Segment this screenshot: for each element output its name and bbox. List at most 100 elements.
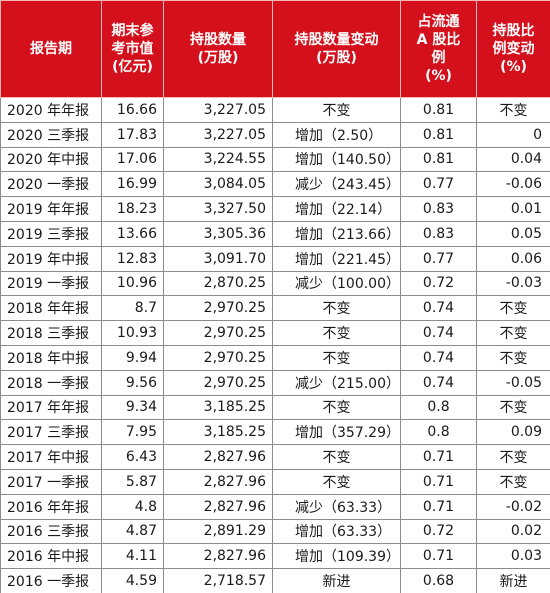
table-row: 2016 年年报 4.8 2,827.96 减少（63.33） 0.71 -0.02	[0, 493, 550, 520]
table-row: 2017 年中报 6.43 2,827.96 不变 0.71 不变	[0, 444, 550, 470]
market-value-cell: 13.66	[101, 220, 164, 247]
shares-cell: 3,185.25	[163, 394, 273, 421]
float-ratio-cell: 0.74	[400, 344, 477, 371]
shares-change-cell: 增加（357.29）	[272, 419, 401, 446]
table-row: 2018 三季报 10.93 2,970.25 不变 0.74 不变	[0, 320, 550, 346]
table-row: 2018 一季报 9.56 2,970.25 减少（215.00） 0.74 -0.05	[0, 369, 550, 396]
float-ratio-cell: 0.71	[400, 468, 477, 495]
period-cell: 2018 一季报	[0, 369, 102, 396]
ratio-change-cell: 0.05	[476, 220, 550, 247]
header-ratio-change: 持股比例变动 (%)	[476, 0, 550, 98]
header-line: 持股数量	[190, 32, 246, 48]
header-float-ratio: 占流通 A 股比例 (%)	[400, 0, 477, 98]
table-row: 2020 年中报 17.06 3,224.55 增加（140.50） 0.81 0.04	[0, 146, 550, 173]
period-cell: 2018 三季报	[0, 320, 102, 346]
shares-cell: 3,091.70	[163, 245, 273, 272]
header-line: 持股比	[492, 23, 535, 39]
table-row: 2020 三季报 17.83 3,227.05 增加（2.50） 0.81 0	[0, 121, 550, 148]
float-ratio-cell: 0.74	[400, 320, 477, 346]
shares-change-cell: 增加（221.45）	[272, 245, 401, 272]
table-row: 2019 年年报 18.23 3,327.50 增加（22.14） 0.83 0.01	[0, 196, 550, 222]
market-value-cell: 4.11	[101, 543, 164, 570]
header-line: (%)	[500, 59, 527, 75]
period-cell: 2017 年年报	[0, 394, 102, 421]
period-cell: 2019 年中报	[0, 245, 102, 272]
shares-change-cell: 不变	[272, 468, 401, 495]
shares-change-cell: 减少（63.33）	[272, 493, 401, 520]
period-cell: 2020 年中报	[0, 146, 102, 173]
header-line: 例	[431, 50, 446, 66]
header-line: A 股比	[416, 32, 461, 48]
ratio-change-cell: 不变	[476, 468, 550, 495]
float-ratio-cell: 0.77	[400, 171, 477, 198]
period-cell: 2019 年年报	[0, 196, 102, 222]
shares-change-cell: 增加（2.50）	[272, 121, 401, 148]
shares-cell: 2,970.25	[163, 369, 273, 396]
table-row: 2018 年中报 9.94 2,970.25 不变 0.74 不变	[0, 344, 550, 371]
float-ratio-cell: 0.68	[400, 568, 477, 593]
table-row: 2017 一季报 5.87 2,827.96 不变 0.71 不变	[0, 468, 550, 495]
market-value-cell: 8.7	[101, 295, 164, 322]
table-row: 2019 年中报 12.83 3,091.70 增加（221.45） 0.77 0.06	[0, 245, 550, 272]
table-row: 2020 一季报 16.99 3,084.05 减少（243.45） 0.77 -0.06	[0, 171, 550, 198]
shares-change-cell: 增加（22.14）	[272, 196, 401, 222]
shares-change-cell: 增加（109.39）	[272, 543, 401, 570]
ratio-change-cell: 0	[476, 121, 550, 148]
header-line: 持股数量变动	[294, 32, 379, 48]
shares-change-cell: 减少（100.00）	[272, 270, 401, 297]
shares-change-cell: 增加（213.66）	[272, 220, 401, 247]
ratio-change-cell: 新进	[476, 568, 550, 593]
header-report-period: 报告期	[0, 0, 102, 98]
float-ratio-cell: 0.81	[400, 146, 477, 173]
ratio-change-cell: -0.06	[476, 171, 550, 198]
shares-change-cell: 减少（243.45）	[272, 171, 401, 198]
header-line: 考市值	[111, 41, 154, 57]
period-cell: 2016 年中报	[0, 543, 102, 570]
period-cell: 2020 三季报	[0, 121, 102, 148]
table-row: 2017 三季报 7.95 3,185.25 增加（357.29） 0.8 0.09	[0, 419, 550, 446]
shares-change-cell: 新进	[272, 568, 401, 593]
shares-change-cell: 增加（63.33）	[272, 518, 401, 545]
table-row: 2019 一季报 10.96 2,870.25 减少（100.00） 0.72 -0.03	[0, 270, 550, 297]
shares-cell: 3,084.05	[163, 171, 273, 198]
header-line: 报告期	[30, 41, 72, 57]
header-line: 占流通	[417, 14, 460, 30]
market-value-cell: 4.59	[101, 568, 164, 593]
header-line: (%)	[425, 68, 452, 84]
shares-cell: 3,327.50	[163, 196, 273, 222]
shares-change-cell: 不变	[272, 295, 401, 322]
market-value-cell: 10.93	[101, 320, 164, 346]
market-value-cell: 12.83	[101, 245, 164, 272]
float-ratio-cell: 0.8	[400, 419, 477, 446]
shares-cell: 2,970.25	[163, 295, 273, 322]
ratio-change-cell: 不变	[476, 394, 550, 421]
shares-cell: 2,970.25	[163, 320, 273, 346]
table-row: 2016 三季报 4.87 2,891.29 增加（63.33） 0.72 0.02	[0, 518, 550, 545]
header-line: 例变动	[492, 41, 535, 57]
shares-cell: 3,305.36	[163, 220, 273, 247]
table-row: 2016 一季报 4.59 2,718.57 新进 0.68 新进	[0, 568, 550, 593]
period-cell: 2019 三季报	[0, 220, 102, 247]
shares-change-cell: 不变	[272, 344, 401, 371]
table-row: 2018 年年报 8.7 2,970.25 不变 0.74 不变	[0, 295, 550, 322]
header-shares-change: 持股数量变动 (万股)	[272, 0, 401, 98]
table-row: 2016 年中报 4.11 2,827.96 增加（109.39） 0.71 0.03	[0, 543, 550, 570]
float-ratio-cell: 0.71	[400, 444, 477, 470]
ratio-change-cell: -0.02	[476, 493, 550, 520]
period-cell: 2020 一季报	[0, 171, 102, 198]
shares-cell: 2,827.96	[163, 543, 273, 570]
period-cell: 2016 一季报	[0, 568, 102, 593]
shares-cell: 2,827.96	[163, 444, 273, 470]
market-value-cell: 18.23	[101, 196, 164, 222]
market-value-cell: 9.34	[101, 394, 164, 421]
shares-cell: 2,718.57	[163, 568, 273, 593]
shares-change-cell: 减少（215.00）	[272, 369, 401, 396]
period-cell: 2020 年年报	[0, 97, 102, 123]
float-ratio-cell: 0.81	[400, 121, 477, 148]
ratio-change-cell: 0.03	[476, 543, 550, 570]
period-cell: 2017 年中报	[0, 444, 102, 470]
period-cell: 2018 年年报	[0, 295, 102, 322]
float-ratio-cell: 0.8	[400, 394, 477, 421]
shares-cell: 3,224.55	[163, 146, 273, 173]
